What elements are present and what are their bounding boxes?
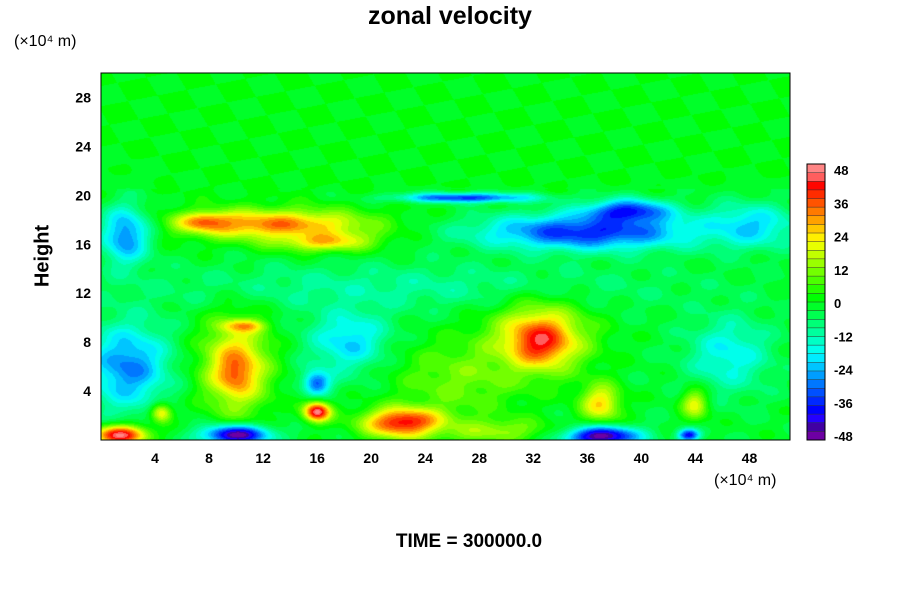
y-tick-label: 4 <box>83 383 91 399</box>
colorbar-tick-label: 0 <box>834 296 841 311</box>
x-tick-label: 32 <box>526 450 542 466</box>
colorbar-band <box>807 241 825 251</box>
colorbar-band <box>807 198 825 208</box>
x-tick-label: 36 <box>580 450 596 466</box>
colorbar-band <box>807 379 825 389</box>
x-tick-label: 12 <box>255 450 271 466</box>
x-tick-label: 4 <box>151 450 159 466</box>
y-axis-ticks: 4 8 12 16 20 24 28 <box>75 89 91 399</box>
colorbar-tick-label: 48 <box>834 163 848 178</box>
y-tick-label: 24 <box>75 138 91 154</box>
colorbar-band <box>807 293 825 303</box>
colorbar-band <box>807 310 825 320</box>
colorbar-frame <box>806 163 826 441</box>
colorbar-band <box>807 353 825 363</box>
colorbar-band <box>807 388 825 398</box>
colorbar-band <box>807 362 825 372</box>
colorbar-band <box>807 172 825 182</box>
x-axis-unit: (×10⁴ m) <box>714 472 777 489</box>
y-axis-unit: (×10⁴ m) <box>14 33 77 50</box>
colorbar-tick-label: -36 <box>834 396 853 411</box>
colorbar-band <box>807 276 825 286</box>
colorbar-tick-label: -48 <box>834 429 853 444</box>
y-tick-label: 20 <box>75 187 91 203</box>
x-tick-label: 20 <box>363 450 379 466</box>
colorbar-band <box>807 431 825 441</box>
colorbar-band <box>807 302 825 311</box>
colorbar-band <box>807 215 825 225</box>
colorbar-band <box>807 336 825 346</box>
colorbar-tick-label: -12 <box>834 329 853 344</box>
colorbar-band <box>807 396 825 406</box>
colorbar-band <box>807 250 825 260</box>
colorbar-band <box>807 371 825 380</box>
chart-title: zonal velocity <box>368 2 532 30</box>
colorbar-band <box>807 267 825 277</box>
x-tick-label: 48 <box>742 450 758 466</box>
colorbar-band <box>807 414 825 424</box>
x-tick-label: 40 <box>634 450 650 466</box>
heatmap-field <box>101 73 790 440</box>
colorbar-band <box>807 189 825 199</box>
colorbar-band <box>807 207 825 217</box>
x-axis-ticks: 4 8 12 16 20 24 28 32 36 40 44 48 <box>151 450 757 466</box>
colorbar: 48 36 24 12 0 -12 -24 -36 -48 <box>806 163 854 444</box>
x-tick-label: 28 <box>471 450 487 466</box>
colorbar-tick-label: 24 <box>834 230 849 245</box>
colorbar-tick-label: -24 <box>834 363 854 378</box>
colorbar-band <box>807 405 825 415</box>
colorbar-band <box>807 258 825 268</box>
x-tick-label: 16 <box>309 450 325 466</box>
y-tick-label: 12 <box>75 285 91 301</box>
colorbar-band <box>807 181 825 191</box>
time-label: TIME = 300000.0 <box>395 531 543 552</box>
colorbar-band <box>807 345 825 355</box>
x-tick-label: 8 <box>205 450 213 466</box>
colorbar-band <box>807 319 825 329</box>
colorbar-band <box>807 327 825 337</box>
colorbar-band <box>807 224 825 234</box>
x-tick-label: 44 <box>688 450 704 466</box>
colorbar-band <box>807 233 825 242</box>
y-tick-label: 16 <box>75 236 91 252</box>
plot-frame <box>100 72 791 441</box>
colorbar-tick-label: 12 <box>834 263 848 278</box>
colorbar-band <box>807 164 825 173</box>
colorbar-band <box>807 284 825 294</box>
y-tick-label: 8 <box>83 334 91 350</box>
colorbar-tick-label: 36 <box>834 196 848 211</box>
colorbar-band <box>807 422 825 432</box>
x-tick-label: 24 <box>417 450 433 466</box>
y-tick-label: 28 <box>75 89 91 105</box>
